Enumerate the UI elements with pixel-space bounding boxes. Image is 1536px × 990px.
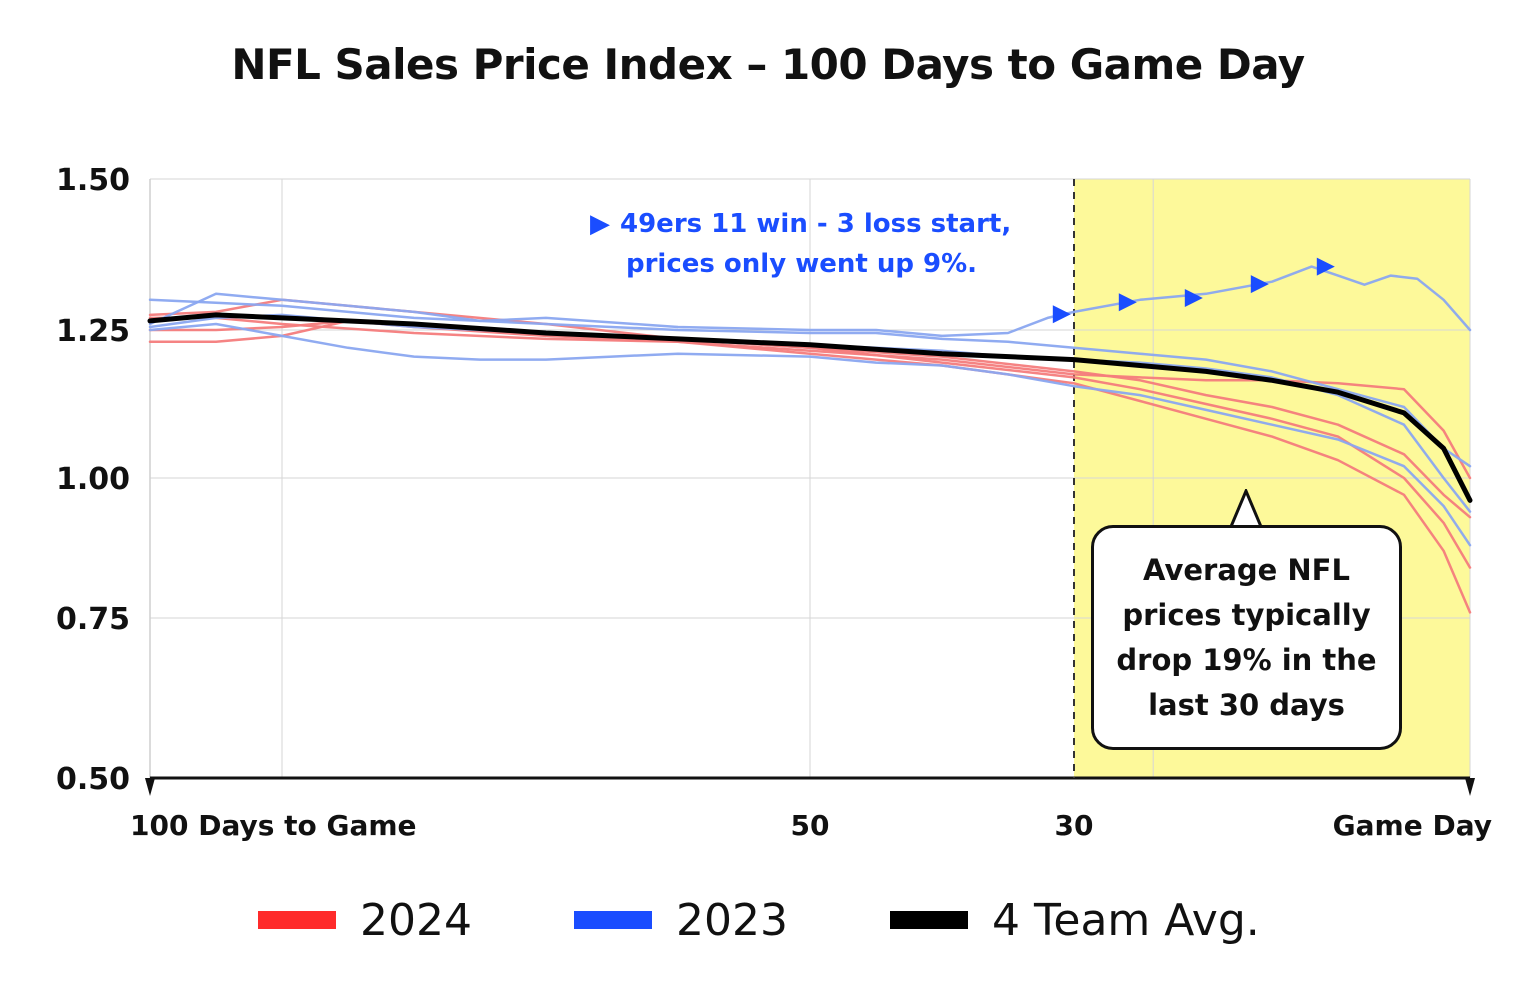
series-line-2023-6 [148,322,1472,547]
legend-label-2023: 2023 [676,894,788,946]
legend: 2024 2023 4 Team Avg. [0,890,1536,950]
series-line-2024-0 [148,316,1472,480]
legend-label-2024: 2024 [360,894,472,946]
callout-tail [1228,489,1264,529]
series-line-2024-1 [148,319,1472,569]
legend-item-4-team-avg: 4 Team Avg. [890,890,1260,950]
x-tick-label: Game Day [1333,809,1492,842]
average-drop-callout: Average NFL prices typically drop 19% in… [1091,525,1402,750]
x-tick-label: 100 Days to Game [130,809,417,842]
legend-label-4-team-avg: 4 Team Avg. [992,894,1260,946]
axes [145,179,1475,796]
legend-item-2024: 2024 [258,890,472,950]
y-tick-label: 1.00 [56,462,130,497]
x-axis-left-notch [145,778,155,796]
play-marker-icon [1316,257,1335,276]
y-tick-label: 0.75 [56,602,130,637]
49ers-annotation-line1: 49ers 11 win - 3 loss start, [620,209,1012,239]
y-tick-label: 1.50 [56,163,130,198]
series-line-2023-4 [148,265,1472,338]
x-axis-right-notch [1465,778,1475,796]
series-lines [147,265,1473,614]
x-tick-label: 50 [791,809,830,842]
y-tick-label: 0.50 [56,762,130,797]
legend-item-2023: 2023 [574,890,788,950]
49ers-annotation-line2: prices only went up 9%. [626,249,978,279]
play-marker-icon [1118,293,1137,312]
legend-swatch-2023 [574,911,652,929]
play-triangle-icon: ▶ [590,209,610,239]
series-line-2023-5 [148,298,1472,468]
play-marker-icon [1184,288,1203,307]
chart-title: NFL Sales Price Index – 100 Days to Game… [231,40,1305,89]
49ers-markers [1052,257,1335,324]
play-marker-icon [1052,305,1071,324]
series-line-4-team-avg [147,312,1473,503]
x-tick-label: 30 [1055,809,1094,842]
legend-swatch-2024 [258,911,336,929]
legend-swatch-4-team-avg [890,911,968,929]
49ers-annotation: ▶ 49ers 11 win - 3 loss start, prices onl… [590,204,1011,284]
play-marker-icon [1250,275,1269,294]
y-tick-label: 1.25 [56,314,130,349]
